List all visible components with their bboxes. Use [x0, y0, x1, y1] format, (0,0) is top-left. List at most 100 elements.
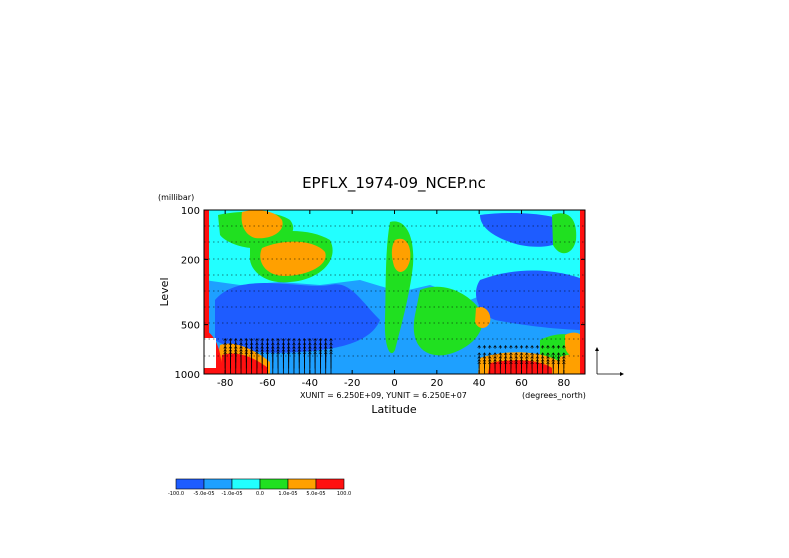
x-tick-label: -80	[217, 378, 233, 389]
vector-arrowhead	[540, 355, 545, 359]
vector-arrowhead	[519, 352, 524, 356]
vector-arrowhead	[477, 355, 481, 359]
field-green-4	[413, 286, 483, 356]
colorbar	[175, 478, 345, 490]
vector-arrowhead	[493, 355, 497, 359]
vector-arrowhead	[323, 338, 328, 341]
vector-arrowhead	[239, 338, 243, 341]
vector-arrowhead	[503, 352, 508, 356]
colorbar-labels: -100.0 -5.0e-05 -1.0e-05 0.0 1.0e-05 5.0e-05 1…	[168, 491, 351, 497]
field-white-gap	[204, 338, 216, 368]
vector-arrowhead	[318, 338, 323, 341]
vector-arrowhead	[556, 352, 561, 356]
vector-arrowhead	[562, 345, 566, 348]
field-red-1	[220, 353, 268, 374]
y-axis-ticks: 100 200 500 1000	[175, 206, 585, 381]
vector-arrowhead	[228, 338, 233, 341]
vector-arrowhead	[556, 355, 561, 359]
vector-arrowhead	[546, 355, 550, 359]
field-orange-3	[391, 238, 411, 272]
x-unit-label: (degrees_north)	[522, 391, 586, 400]
vector-arrowhead	[482, 345, 487, 348]
vector-arrowhead	[546, 352, 550, 356]
vector-arrowhead	[477, 345, 481, 348]
colorbar-tick-label: -100.0	[168, 491, 184, 497]
vector-arrowhead	[525, 352, 529, 356]
field-green-5	[552, 213, 577, 254]
vector-arrowhead	[260, 338, 264, 341]
vector-arrowhead	[488, 352, 492, 356]
vector-arrowhead	[562, 352, 566, 356]
field-dark-blue-south	[215, 283, 380, 353]
vector-arrowhead	[498, 355, 503, 359]
contour-fields	[204, 210, 585, 374]
vector-arrowhead	[313, 338, 317, 341]
field-red-east-edge	[580, 210, 585, 374]
colorbar-swatch	[315, 478, 345, 490]
vector-arrowhead	[302, 338, 307, 341]
x-tick-label: -20	[344, 378, 360, 389]
y-unit-label: (millibar)	[158, 193, 194, 202]
vector-arrowhead	[519, 355, 524, 359]
vector-field	[223, 338, 566, 374]
x-tick-label: 80	[557, 378, 570, 389]
vector-arrowhead	[223, 338, 227, 341]
colorbar-swatch	[287, 478, 317, 490]
colorbar-swatch	[231, 478, 261, 490]
vector-arrowhead	[276, 338, 280, 341]
vector-arrowhead	[498, 352, 503, 356]
vector-arrowhead	[255, 338, 259, 341]
vector-arrowhead	[530, 345, 534, 348]
vector-arrowhead	[530, 352, 534, 356]
field-red-west-edge	[204, 210, 209, 335]
vector-arrowhead	[281, 338, 286, 341]
vector-arrowhead	[509, 352, 513, 356]
x-axis-ticks: -80 -60 -40 -20 0 20 40 60 80	[217, 210, 570, 389]
vector-arrowhead	[514, 355, 518, 359]
x-tick-label: -60	[259, 378, 275, 389]
colorbar-swatch	[203, 478, 233, 490]
vector-arrowhead	[519, 345, 524, 348]
vector-arrowhead	[308, 338, 312, 341]
y-tick-label: 100	[181, 206, 200, 217]
vector-arrowhead	[493, 352, 497, 356]
colorbar-swatch	[259, 478, 289, 490]
vector-arrowhead	[482, 352, 487, 356]
field-orange-6	[558, 354, 585, 374]
vector-arrowhead	[493, 345, 497, 348]
vector-arrowhead	[249, 338, 254, 341]
vector-arrowhead	[562, 355, 566, 359]
field-dark-blue-north	[475, 270, 585, 330]
vector-arrowhead	[482, 355, 487, 359]
vector-arrowhead	[551, 352, 555, 356]
vector-arrowhead	[244, 338, 249, 341]
vector-arrowhead	[525, 345, 529, 348]
vector-arrowhead	[234, 338, 238, 341]
vector-arrowhead	[540, 352, 545, 356]
vector-arrowhead	[488, 345, 492, 348]
colorbar-tick-label: -1.0e-05	[222, 491, 243, 497]
field-orange-2	[260, 241, 326, 276]
field-orange-1	[241, 210, 283, 239]
vector-arrowhead	[551, 355, 555, 359]
x-tick-label: -40	[302, 378, 318, 389]
vector-arrowhead	[509, 345, 513, 348]
vector-arrowhead	[514, 345, 518, 348]
colorbar-tick-label: 1.0e-05	[278, 491, 297, 497]
x-tick-label: 40	[473, 378, 486, 389]
colorbar-tick-label: -5.0e-05	[194, 491, 215, 497]
vector-arrowhead	[535, 355, 540, 359]
field-dark-blue-top	[480, 213, 575, 247]
vector-scale-text: XUNIT = 6.250E+09, YUNIT = 6.250E+07	[300, 391, 467, 400]
y-tick-label: 1000	[175, 370, 200, 381]
vector-arrowhead	[535, 352, 540, 356]
vector-arrowhead	[525, 355, 529, 359]
colorbar-tick-label: 0.0	[256, 491, 264, 497]
vector-arrowhead	[329, 338, 333, 341]
vector-arrowhead	[488, 355, 492, 359]
vector-arrowhead	[503, 355, 508, 359]
vector-arrowhead	[292, 338, 296, 341]
vector-arrowhead	[498, 345, 503, 348]
vector-arrowhead	[509, 355, 513, 359]
